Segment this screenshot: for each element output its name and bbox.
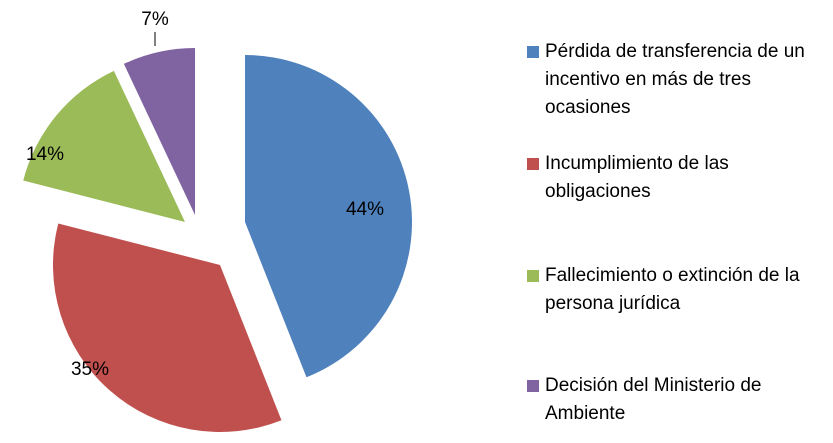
legend-swatch [527, 46, 539, 58]
data-label: 44% [346, 199, 384, 220]
legend-label: Pérdida de transferencia de un incentivo… [545, 41, 805, 118]
data-label: 14% [26, 144, 64, 165]
legend-swatch [527, 270, 539, 282]
legend-label: Incumplimiento de las obligaciones [545, 153, 729, 202]
legend-swatch [527, 158, 539, 170]
legend-swatch [527, 380, 539, 392]
legend-label: Fallecimiento o extinción de la persona … [545, 265, 800, 314]
data-label: 7% [141, 9, 169, 30]
pie-slice [52, 223, 282, 433]
pie-slice [245, 55, 413, 378]
legend-label: Decisión del Ministerio de Ambiente [545, 375, 762, 424]
pie-slice [123, 48, 195, 215]
data-label: 35% [71, 359, 109, 380]
pie-slice [23, 70, 185, 222]
